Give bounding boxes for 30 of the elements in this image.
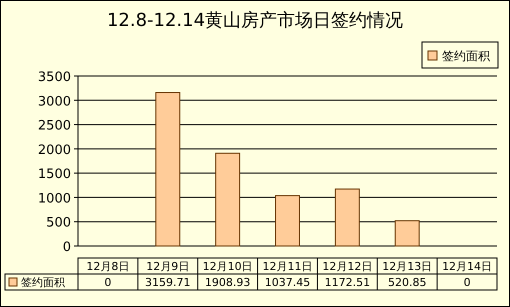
x-tick-label: 12月8日 <box>86 260 130 273</box>
x-tick-label: 12月13日 <box>382 260 432 273</box>
y-tick-label: 1000 <box>38 191 71 206</box>
data-label: 1037.45 <box>264 276 310 289</box>
bar <box>394 220 420 246</box>
x-tick-label: 12月10日 <box>202 260 253 273</box>
chart-title: 12.8-12.14黄山房产市场日签约情况 <box>106 10 404 31</box>
data-label: 0 <box>464 276 471 289</box>
bar <box>215 152 240 246</box>
data-label: 1908.93 <box>204 276 250 289</box>
x-tick-label: 12月14日 <box>442 260 492 273</box>
y-tick-label: 500 <box>46 216 71 231</box>
data-label: 1172.51 <box>324 276 370 289</box>
y-tick-label: 2000 <box>38 142 71 158</box>
y-tick-label: 3000 <box>38 94 71 110</box>
y-tick-label: 2500 <box>38 118 71 134</box>
y-tick-label: 3500 <box>38 70 71 85</box>
x-tick-label: 12月12日 <box>322 260 372 273</box>
data-label: 0 <box>104 276 112 289</box>
y-tick-label: 0 <box>62 240 71 255</box>
bar <box>334 188 360 246</box>
x-tick-label: 12月11日 <box>262 260 312 273</box>
y-tick-label: 1500 <box>38 167 71 182</box>
data-label: 3159.71 <box>145 276 191 289</box>
legend-label: 签约面积 <box>442 49 490 63</box>
bar <box>155 92 180 246</box>
bar <box>275 195 300 246</box>
text: 签约面积 <box>21 276 65 289</box>
x-tick-label: 12月9日 <box>146 260 190 273</box>
data-label: 520.85 <box>388 276 426 289</box>
